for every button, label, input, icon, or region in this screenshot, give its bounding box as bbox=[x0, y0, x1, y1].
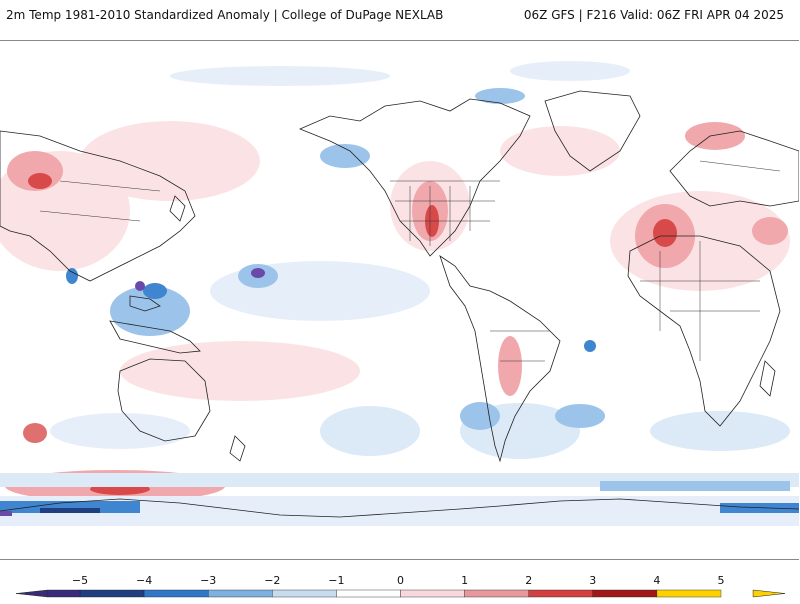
coastline bbox=[109, 320, 201, 354]
colorbar-tick-label: 1 bbox=[461, 574, 469, 587]
coastline bbox=[229, 435, 246, 462]
colorbar-tick-label: −1 bbox=[328, 574, 345, 587]
colorbar-segment bbox=[592, 589, 658, 598]
colorbar-segment bbox=[336, 589, 401, 598]
anomaly-area bbox=[320, 144, 370, 168]
coastline bbox=[129, 295, 161, 312]
anomaly-area bbox=[475, 88, 525, 104]
colorbar-segment bbox=[143, 589, 209, 598]
anomaly-area bbox=[460, 402, 500, 430]
anomaly-area bbox=[28, 173, 52, 189]
colorbar-tick-label: 0 bbox=[397, 574, 404, 587]
anomaly-area bbox=[685, 122, 745, 150]
map-title: 2m Temp 1981-2010 Standardized Anomaly |… bbox=[6, 8, 444, 22]
anomaly-area bbox=[498, 336, 522, 396]
anomaly-shading bbox=[0, 61, 799, 526]
colorbar-graphic bbox=[15, 589, 786, 598]
coastline bbox=[0, 130, 196, 282]
colorbar-segment bbox=[207, 589, 273, 598]
border-line bbox=[39, 210, 141, 222]
colorbar-segment bbox=[79, 589, 145, 598]
coastline bbox=[544, 90, 641, 172]
anomaly-area bbox=[23, 423, 47, 443]
colorbar-arrow-low bbox=[15, 589, 49, 598]
border-line bbox=[699, 160, 781, 172]
anomaly-area bbox=[653, 219, 677, 247]
colorbar-segment bbox=[464, 589, 529, 598]
colorbar-tick-label: 3 bbox=[589, 574, 597, 587]
anomaly-area bbox=[170, 66, 390, 86]
coastline bbox=[627, 235, 781, 427]
colorbar-tick-label: −5 bbox=[71, 574, 89, 587]
political-borders bbox=[39, 160, 781, 362]
coastline bbox=[439, 255, 561, 463]
anomaly-area bbox=[66, 268, 78, 284]
coastline bbox=[0, 498, 799, 518]
header: 2m Temp 1981-2010 Standardized Anomaly |… bbox=[0, 0, 800, 30]
coastline bbox=[759, 360, 776, 397]
anomaly-area bbox=[0, 501, 140, 513]
coastline bbox=[117, 358, 211, 442]
colorbar-segment bbox=[272, 589, 337, 598]
coastline bbox=[169, 195, 186, 222]
anomaly-area bbox=[251, 268, 265, 278]
anomaly-area bbox=[135, 281, 145, 291]
colorbar-tick-label: −4 bbox=[135, 574, 153, 587]
anomaly-area bbox=[40, 508, 100, 513]
anomaly-area bbox=[500, 126, 620, 176]
anomaly-area bbox=[600, 481, 790, 491]
anomaly-map[interactable] bbox=[0, 41, 799, 559]
colorbar-segment bbox=[528, 589, 594, 598]
anomaly-area bbox=[143, 283, 167, 299]
map-panel[interactable] bbox=[0, 40, 799, 560]
anomaly-area bbox=[0, 473, 799, 487]
colorbar-tick-label: 2 bbox=[525, 574, 533, 587]
colorbar-tick-label: 5 bbox=[717, 574, 725, 587]
colorbar-tick-label: 4 bbox=[653, 574, 661, 587]
colorbar-tick-label: −2 bbox=[264, 574, 281, 587]
colorbar-tick-label: −3 bbox=[200, 574, 217, 587]
anomaly-area bbox=[0, 511, 12, 516]
colorbar-segment bbox=[47, 589, 81, 598]
colorbar-arrow-high bbox=[752, 589, 786, 598]
colorbar bbox=[0, 566, 800, 600]
colorbar-segment bbox=[656, 589, 722, 598]
coastline bbox=[669, 130, 799, 207]
anomaly-area bbox=[555, 404, 605, 428]
anomaly-area bbox=[120, 341, 360, 401]
anomaly-area bbox=[50, 413, 190, 449]
anomaly-area bbox=[584, 340, 596, 352]
anomaly-area bbox=[650, 411, 790, 451]
border-line bbox=[59, 180, 161, 192]
anomaly-area bbox=[80, 121, 260, 201]
anomaly-area bbox=[752, 217, 788, 245]
anomaly-area bbox=[320, 406, 420, 456]
colorbar-segment bbox=[400, 589, 465, 598]
model-run-label: 06Z GFS | F216 Valid: 06Z FRI APR 04 202… bbox=[523, 8, 784, 22]
anomaly-area bbox=[510, 61, 630, 81]
